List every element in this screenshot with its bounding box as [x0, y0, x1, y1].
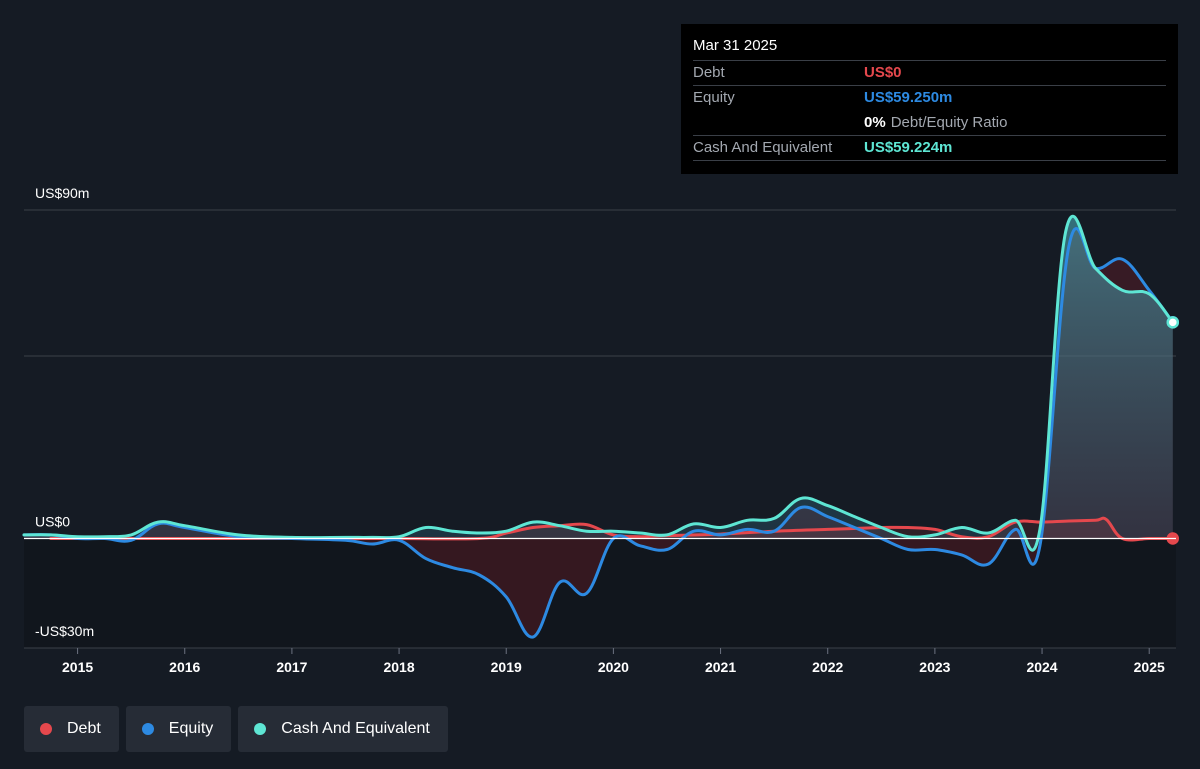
series-end-markers: [1166, 315, 1180, 545]
legend-label-cash: Cash And Equivalent: [281, 720, 430, 737]
chart-legend: Debt Equity Cash And Equivalent: [24, 706, 448, 752]
legend-item-debt[interactable]: Debt: [24, 706, 119, 752]
tooltip-ratio-label: Debt/Equity Ratio: [890, 114, 1008, 131]
tooltip-row-equity: Equity US$59.250m: [693, 85, 1166, 110]
tooltip-debt-value: US$0: [864, 64, 902, 81]
gridlines: [24, 209, 1176, 648]
x-tick-label-0: 2015: [62, 659, 93, 675]
x-tick-label-6: 2021: [705, 659, 736, 675]
line-equity: [22, 227, 1175, 639]
x-tick-label-1: 2016: [169, 659, 200, 675]
x-tick-label-4: 2019: [491, 659, 522, 675]
tooltip-row-ratio: 0% Debt/Equity Ratio: [693, 110, 1166, 135]
series-areas: [24, 216, 1173, 638]
x-tick-label-2: 2017: [276, 659, 307, 675]
area-cash-and-equivalent: [24, 216, 1173, 551]
marker-cash-and-equivalent: [1166, 316, 1180, 329]
tooltip-date: Mar 31 2025: [693, 37, 778, 54]
y-tick-label-2: -US$30m: [35, 623, 94, 639]
legend-label-debt: Debt: [67, 720, 101, 737]
tooltip-equity-value: US$59.250m: [864, 89, 953, 106]
area-equity: [24, 228, 1173, 638]
tooltip-debt-label: Debt: [693, 64, 725, 81]
tooltip-cash-value: US$59.224m: [864, 139, 953, 156]
legend-dot-cash-icon: [254, 723, 267, 735]
negative-region-band: [24, 538, 1176, 648]
x-tick-label-7: 2022: [812, 659, 843, 675]
x-tick-label-9: 2024: [1026, 659, 1057, 675]
x-tick-label-10: 2025: [1134, 659, 1165, 675]
legend-dot-equity-icon: [141, 723, 154, 735]
tooltip-equity-label: Equity: [693, 89, 735, 106]
tooltip-cash-label: Cash And Equivalent: [693, 139, 833, 156]
y-tick-label-1: US$0: [35, 514, 70, 530]
legend-item-cash[interactable]: Cash And Equivalent: [238, 706, 448, 752]
x-tick-label-5: 2020: [598, 659, 629, 675]
line-cash-and-equivalent: [22, 214, 1175, 552]
x-tick-label-8: 2023: [919, 659, 950, 675]
legend-dot-debt-icon: [40, 723, 52, 735]
y-tick-label-0: US$90m: [35, 185, 89, 201]
data-tooltip: Mar 31 2025 Debt US$0 Equity US$59.250m …: [681, 24, 1178, 174]
legend-label-equity: Equity: [168, 720, 214, 737]
axes: US$90m US$0 -US$30m 2015 2016 2017 2018 2019 202…: [24, 185, 1176, 675]
tooltip-ratio-value: 0%: [864, 114, 886, 131]
tooltip-row-cash: Cash And Equivalent US$59.224m: [693, 135, 1166, 161]
tooltip-row-debt: Debt US$0: [693, 60, 1166, 85]
area-debt: [50, 518, 1173, 541]
x-tick-label-3: 2018: [383, 659, 414, 675]
legend-item-equity[interactable]: Equity: [125, 706, 232, 752]
